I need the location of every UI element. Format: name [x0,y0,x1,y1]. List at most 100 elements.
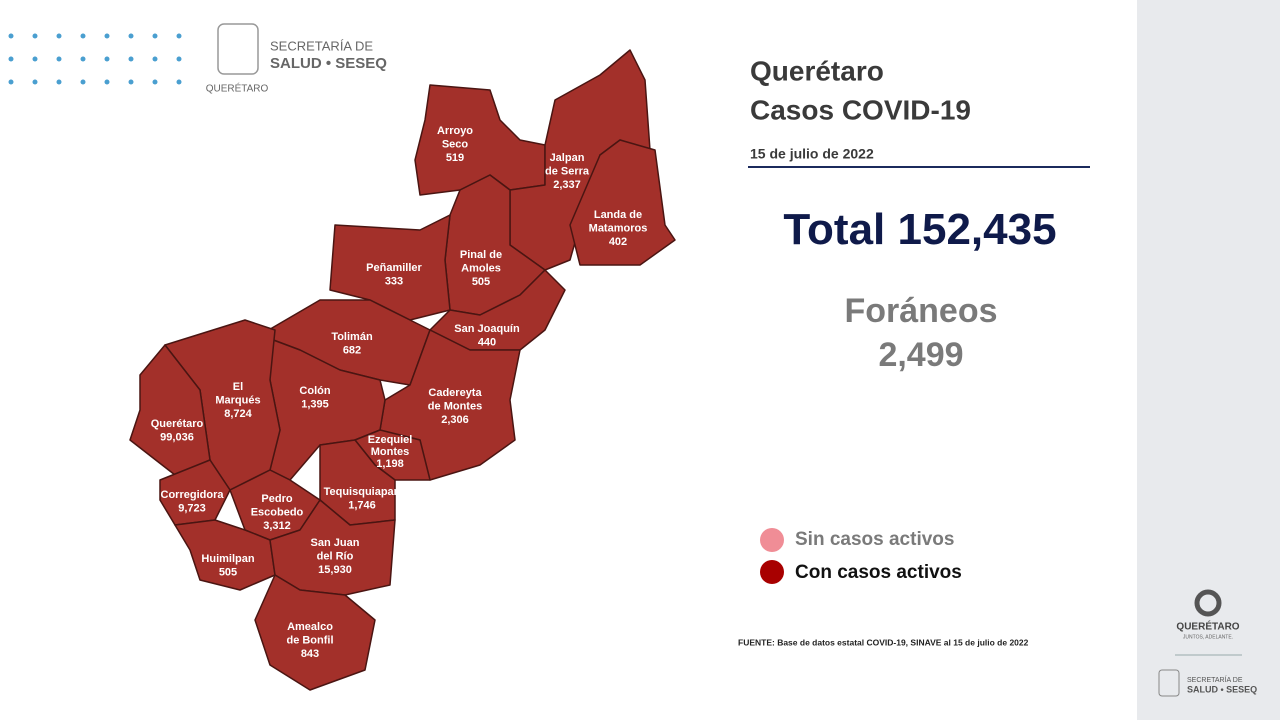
logo-shield [217,23,259,75]
municipality-name: Amealco [287,621,333,633]
dot [152,79,158,85]
municipality-name: de Montes [428,400,482,412]
municipality-cases: 8,724 [224,408,252,420]
header-line2: SALUD • SESEQ [270,55,387,72]
region [379,329,521,481]
municipality-name: Jalpan [550,152,585,164]
dot [104,56,110,62]
municipality-cases: 519 [446,152,464,164]
legend-label: Sin casos activos [795,529,954,550]
municipality-name: San Juan [311,537,360,549]
municipality-cases: 1,395 [301,398,329,410]
municipality-name: Querétaro [151,418,204,430]
municipality-name: Cadereyta [428,387,482,399]
footer-shield [1158,669,1180,697]
header-line3: QUERÉTARO [206,82,269,95]
municipality-name: Pinal de [460,249,502,261]
municipality-cases: 9,723 [178,502,206,514]
municipality-name: de Bonfil [286,634,333,646]
total-value: 152,435 [898,205,1057,254]
map [129,49,676,691]
municipality-name: Ezequiel [368,434,413,446]
dot [80,79,86,85]
municipality-cases: 682 [343,344,361,356]
municipality-name: del Río [317,550,354,562]
dot [128,56,134,62]
dot [80,33,86,39]
municipality-name: Seco [442,138,469,150]
dot [8,56,14,62]
municipality-name: Pedro [261,493,292,505]
municipality-name: San Joaquín [454,323,520,335]
dot [104,33,110,39]
foraneos-label: Foráneos [844,292,997,330]
dot [56,56,62,62]
municipality-name: Tequisquiapan [324,486,401,498]
footer-line1: SECRETARÍA DE [1187,675,1243,684]
municipality-cases: 333 [385,275,403,287]
dot [176,33,182,39]
dot [128,33,134,39]
region [269,499,396,596]
dot-pattern [8,33,182,85]
municipality-cases: 843 [301,648,319,660]
dot [176,56,182,62]
source: FUENTE: Base de datos estatal COVID-19, … [738,637,1029,647]
municipality-name: Landa de [594,209,642,221]
total-label: Total [783,205,885,254]
side-panel [1137,0,1280,720]
footer-slogan: JUNTOS, ADELANTE. [1183,634,1233,640]
municipality-name: Huimilpan [201,553,254,565]
municipality-cases: 99,036 [160,431,194,443]
dot [32,56,38,62]
legend-swatch [760,560,784,584]
municipality-name: El [233,381,243,393]
dot [152,56,158,62]
legend-label: Con casos activos [795,562,962,583]
municipality-cases: 402 [609,236,627,248]
dot [32,79,38,85]
dot [176,79,182,85]
municipality-cases: 1,746 [348,499,376,511]
municipality-name: Colón [299,385,330,397]
logo-q [1194,589,1222,617]
dot [8,33,14,39]
municipality-cases: 2,337 [553,179,581,191]
title-line2: Casos COVID-19 [750,94,971,125]
region [254,574,376,691]
dot [104,79,110,85]
footer-brand: QUERÉTARO [1176,620,1239,633]
municipality-name: Matamoros [589,222,648,234]
municipality-name: Corregidora [161,489,225,501]
dot [56,79,62,85]
municipality-name: Peñamiller [366,262,422,274]
municipality-cases: 1,198 [376,458,404,470]
municipality-cases: 505 [219,566,237,578]
municipality-cases: 2,306 [441,414,469,426]
municipality-name: Tolimán [331,331,373,343]
dot [56,33,62,39]
municipality-name: Escobedo [251,506,304,518]
municipality-name: Marqués [215,394,260,406]
municipality-name: Arroyo [437,125,473,137]
date: 15 de julio de 2022 [750,146,874,162]
region [569,139,676,266]
dot [8,79,14,85]
municipality-cases: 15,930 [318,564,352,576]
dot [80,56,86,62]
municipality-cases: 440 [478,336,496,348]
municipality-cases: 3,312 [263,520,291,532]
municipality-name: Montes [371,446,410,458]
municipality-cases: 505 [472,276,490,288]
title-line1: Querétaro [750,55,884,86]
municipality-name: de Serra [545,165,590,177]
foraneos-value: 2,499 [878,336,963,374]
dot [128,79,134,85]
legend-swatch [760,528,784,552]
dot [152,33,158,39]
footer-line2: SALUD • SESEQ [1187,684,1257,694]
header-line1: SECRETARÍA DE [270,38,373,53]
total: Total 152,435 [783,205,1056,254]
